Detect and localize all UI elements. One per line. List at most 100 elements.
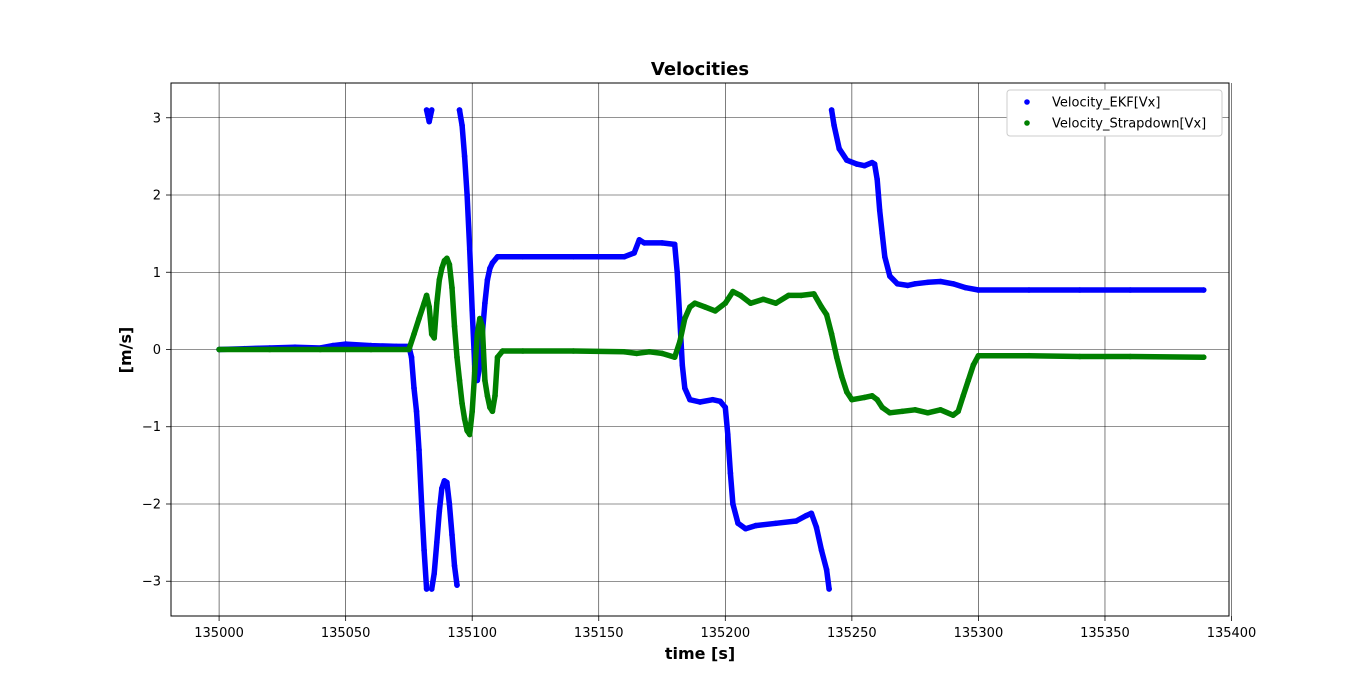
- data-point: [760, 296, 767, 303]
- data-point: [216, 346, 222, 353]
- data-point: [925, 279, 931, 286]
- data-point: [1127, 353, 1134, 360]
- data-point: [474, 331, 481, 337]
- data-point: [641, 240, 648, 246]
- data-point: [411, 385, 417, 391]
- data-point: [960, 393, 966, 399]
- data-point: [687, 396, 693, 403]
- data-point: [963, 284, 969, 291]
- data-point: [482, 300, 488, 307]
- data-point: [416, 315, 422, 322]
- data-point: [671, 241, 678, 248]
- data-point: [887, 273, 893, 279]
- data-point: [970, 362, 977, 368]
- data-point: [702, 304, 708, 310]
- data-point: [459, 122, 465, 129]
- data-point: [950, 281, 956, 287]
- data-point: [408, 354, 415, 361]
- data-point: [411, 331, 417, 337]
- data-point: [520, 253, 526, 260]
- data-point: [937, 278, 944, 285]
- data-point: [826, 586, 832, 592]
- y-tick-label: 3: [153, 111, 161, 126]
- data-point: [722, 404, 729, 411]
- x-axis-label: time [s]: [665, 644, 735, 663]
- data-point: [446, 501, 453, 507]
- data-point: [499, 348, 506, 354]
- series-trace: [828, 107, 1207, 293]
- axis-ticks: 135000 135050 135100 135150 135200 135250 1353…: [142, 111, 1257, 641]
- data-point: [823, 311, 830, 318]
- data-point: [454, 354, 460, 361]
- y-tick-label: 0: [153, 343, 161, 358]
- data-point: [823, 566, 830, 573]
- data-point: [631, 250, 637, 256]
- data-point: [1200, 287, 1207, 293]
- data-point: [677, 315, 683, 322]
- data-point: [418, 501, 425, 507]
- data-point: [570, 348, 577, 354]
- data-point: [421, 547, 427, 554]
- data-point: [849, 396, 855, 403]
- data-point: [520, 348, 526, 354]
- data-point: [471, 369, 478, 376]
- x-tick-label: 135400: [1207, 626, 1257, 641]
- data-point: [727, 470, 734, 476]
- data-point: [803, 512, 810, 519]
- x-tick-label: 135100: [447, 626, 497, 641]
- legend-label: Velocity_EKF[Vx]: [1052, 96, 1160, 111]
- data-point: [836, 145, 842, 152]
- data-point: [975, 352, 982, 359]
- data-point: [454, 582, 460, 588]
- data-point: [477, 315, 483, 322]
- data-point: [439, 265, 445, 272]
- data-point: [965, 377, 972, 384]
- legend-marker: [1024, 99, 1030, 105]
- legend-marker: [1024, 120, 1030, 126]
- data-point: [742, 525, 749, 532]
- data-point: [798, 292, 804, 299]
- data-point: [828, 331, 835, 337]
- series-strapdown: [216, 255, 1207, 438]
- data-point: [894, 281, 901, 287]
- data-point: [621, 349, 627, 355]
- data-point: [494, 354, 501, 361]
- data-point: [456, 107, 463, 113]
- data-point: [904, 282, 911, 289]
- data-point: [1026, 352, 1032, 359]
- data-point: [426, 304, 433, 310]
- data-point: [925, 410, 931, 416]
- data-point: [1076, 287, 1083, 293]
- data-point: [674, 269, 680, 276]
- data-point: [431, 570, 438, 577]
- data-point: [811, 291, 817, 297]
- data-point: [421, 300, 427, 307]
- data-point: [621, 253, 627, 260]
- data-point: [479, 323, 486, 330]
- data-point: [722, 300, 729, 307]
- data-point: [887, 410, 893, 416]
- data-point: [975, 287, 982, 293]
- data-point: [426, 118, 433, 125]
- data-point: [466, 246, 473, 252]
- data-point: [773, 300, 779, 307]
- data-point: [1127, 287, 1134, 293]
- data-point: [1200, 354, 1207, 361]
- chart-title: Velocities: [651, 59, 749, 80]
- data-point: [431, 335, 438, 341]
- data-point: [659, 350, 665, 357]
- data-point: [871, 161, 878, 167]
- data-point: [484, 277, 491, 283]
- data-point: [636, 237, 643, 243]
- data-point: [687, 304, 693, 310]
- data-point: [730, 288, 736, 295]
- data-point: [682, 315, 688, 322]
- y-tick-label: 1: [153, 266, 161, 281]
- data-point: [416, 447, 422, 453]
- x-tick-label: 135150: [574, 626, 624, 641]
- data-point: [451, 563, 458, 569]
- data-point: [449, 532, 455, 538]
- data-point: [697, 399, 703, 405]
- data-point: [709, 396, 716, 403]
